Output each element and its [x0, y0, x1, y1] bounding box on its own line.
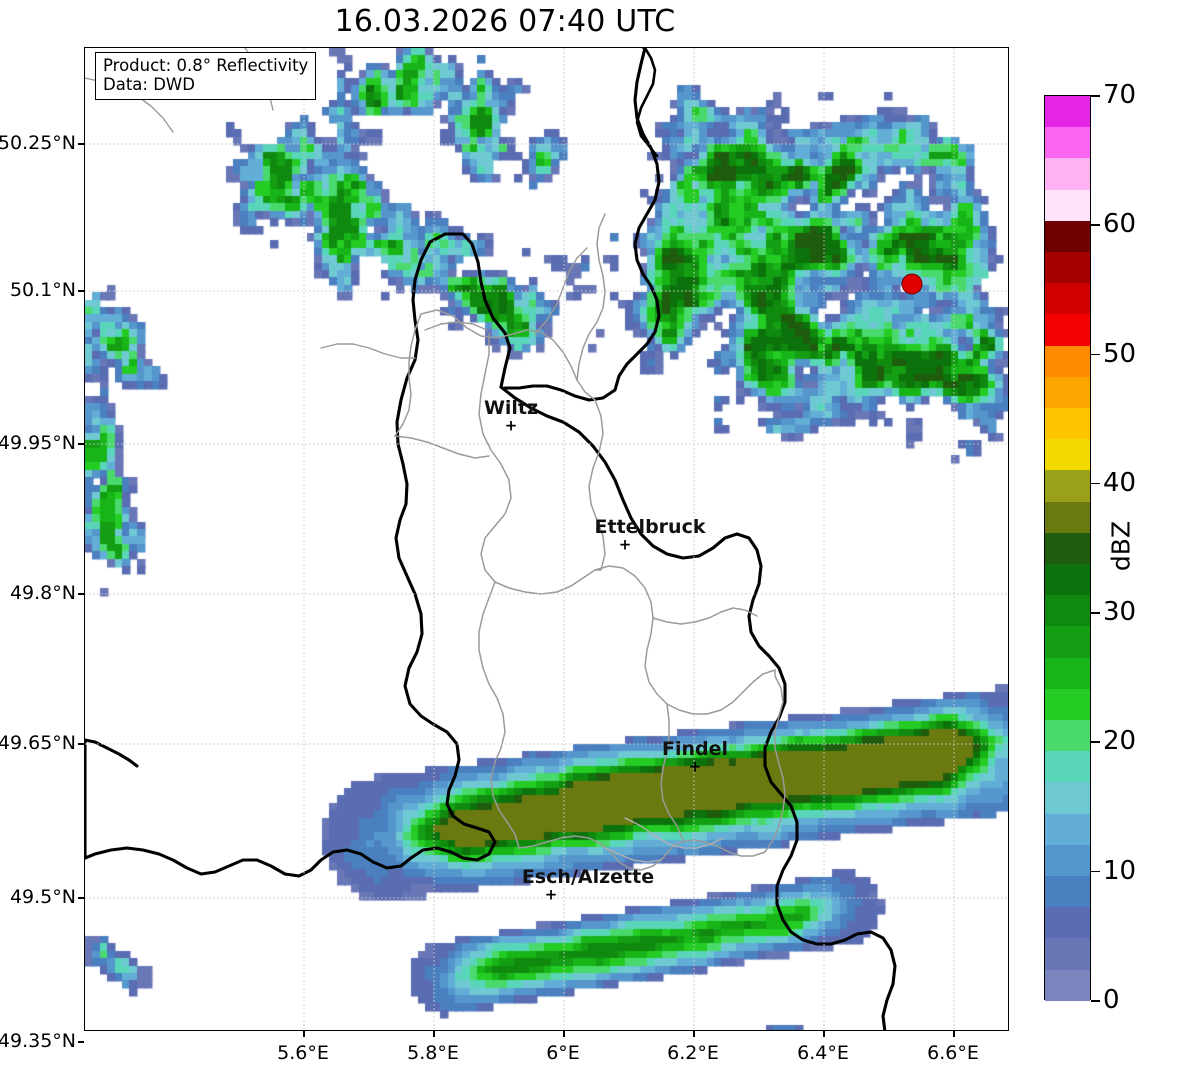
y-axis-tick-label: 50.1°N: [9, 279, 76, 301]
city-name-label: Ettelbruck: [594, 516, 706, 538]
colorbar-segment: [1045, 595, 1090, 627]
colorbar-tick: [1091, 95, 1100, 97]
colorbar-segment: [1045, 813, 1090, 845]
radar-reflectivity-layer: [85, 48, 1008, 1030]
colorbar-segment: [1045, 501, 1090, 533]
colorbar-segment: [1045, 408, 1090, 440]
city-name-label: Wiltz: [483, 397, 539, 419]
y-axis-tick: [78, 1041, 84, 1043]
product-line: Product: 0.8° Reflectivity: [103, 56, 309, 75]
colorbar-tick-label: 0: [1103, 985, 1120, 1015]
x-axis-tick-label: 6°E: [546, 1042, 580, 1064]
y-axis-tick-label: 49.35°N: [0, 1030, 76, 1052]
colorbar-segment: [1045, 876, 1090, 908]
x-axis-tick: [433, 1031, 435, 1037]
city-marker-icon: +: [618, 535, 632, 554]
data-source-line: Data: DWD: [103, 75, 195, 95]
colorbar-tick-label: 60: [1103, 209, 1137, 240]
colorbar-segment: [1045, 564, 1090, 596]
colorbar[interactable]: [1044, 95, 1091, 1001]
colorbar-tick-label: 40: [1103, 467, 1137, 498]
y-axis-tick: [78, 897, 84, 899]
x-axis-tick: [693, 1031, 695, 1037]
colorbar-segment: [1045, 439, 1090, 471]
colorbar-tick: [1091, 741, 1100, 744]
city-name-label: Findel: [661, 738, 729, 760]
city-marker-icon: +: [504, 416, 518, 435]
geography-layer: [85, 48, 897, 1030]
x-axis-tick-label: 6.2°E: [667, 1042, 719, 1064]
colorbar-segment: [1045, 376, 1090, 409]
y-axis-tick: [78, 290, 84, 292]
colorbar-segment: [1045, 782, 1090, 814]
page-title: 16.03.2026 07:40 UTC: [334, 4, 676, 39]
colorbar-tick: [1091, 870, 1100, 873]
colorbar-segment: [1045, 96, 1090, 128]
x-axis-tick-label: 5.6°E: [277, 1042, 329, 1064]
colorbar-tick-label: 50: [1103, 338, 1137, 369]
colorbar-title: dBZ: [1106, 520, 1136, 572]
city-marker-icon: +: [544, 885, 558, 904]
colorbar-segment: [1045, 626, 1090, 658]
colorbar-segment: [1045, 751, 1090, 783]
city-marker-icon: +: [688, 757, 702, 776]
y-axis-tick: [78, 143, 84, 145]
colorbar-segment: [1045, 532, 1090, 565]
x-axis-tick-label: 6.4°E: [797, 1042, 849, 1064]
x-axis-tick-label: 6.6°E: [927, 1042, 979, 1064]
city-name-label: Esch/Alzette: [521, 866, 655, 888]
colorbar-segment: [1045, 470, 1090, 502]
colorbar-tick: [1091, 482, 1100, 485]
x-axis-tick: [953, 1031, 955, 1037]
x-axis-tick: [303, 1031, 305, 1037]
colorbar-segment: [1045, 283, 1090, 315]
colorbar-tick-label: 20: [1103, 726, 1137, 757]
colorbar-segment: [1045, 220, 1090, 253]
colorbar-tick: [1091, 353, 1100, 356]
radar-site-marker[interactable]: [901, 273, 923, 295]
colorbar-segment: [1045, 314, 1090, 346]
colorbar-tick: [1091, 1000, 1100, 1002]
colorbar-tick: [1091, 612, 1100, 614]
colorbar-segment: [1045, 345, 1090, 377]
y-axis-tick-label: 49.65°N: [0, 732, 76, 754]
colorbar-segment: [1045, 127, 1090, 159]
colorbar-segment: [1045, 844, 1090, 877]
colorbar-segment: [1045, 938, 1090, 970]
y-axis-tick: [78, 743, 84, 745]
y-axis-tick-label: 49.8°N: [9, 582, 76, 604]
y-axis-tick: [78, 443, 84, 445]
colorbar-segment: [1045, 720, 1090, 752]
colorbar-segment: [1045, 688, 1090, 721]
gridlines-layer: [85, 48, 1008, 1030]
colorbar-tick-label: 30: [1103, 597, 1137, 628]
x-axis-tick: [823, 1031, 825, 1037]
colorbar-segment: [1045, 969, 1090, 1001]
y-axis-tick-label: 49.95°N: [0, 432, 76, 454]
colorbar-tick: [1091, 224, 1100, 226]
colorbar-segment: [1045, 252, 1090, 284]
product-info-box: Product: 0.8° Reflectivity Data: DWD: [95, 52, 317, 100]
y-axis-tick-label: 50.25°N: [0, 132, 76, 154]
colorbar-segment: [1045, 907, 1090, 939]
colorbar-segment: [1045, 158, 1090, 190]
y-axis-tick: [78, 593, 84, 595]
x-axis-tick: [563, 1031, 565, 1037]
colorbar-tick-label: 10: [1103, 855, 1137, 886]
radar-map-plot[interactable]: [84, 47, 1009, 1031]
colorbar-segment: [1045, 189, 1090, 221]
y-axis-tick-label: 49.5°N: [9, 886, 76, 908]
colorbar-tick-label: 70: [1103, 80, 1137, 110]
x-axis-tick-label: 5.8°E: [407, 1042, 459, 1064]
colorbar-segment: [1045, 657, 1090, 689]
